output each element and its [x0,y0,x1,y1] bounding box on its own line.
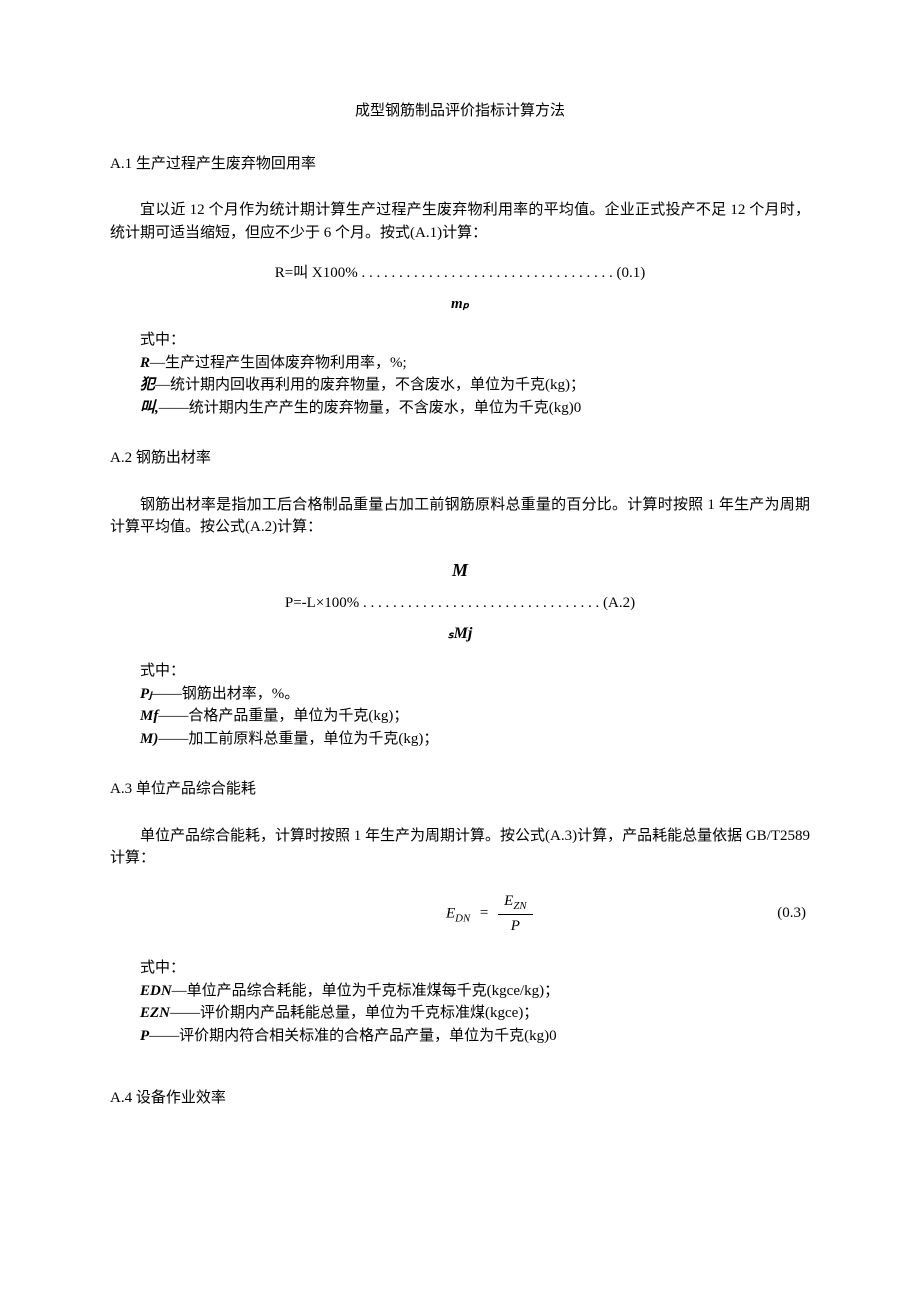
where-symbol: EDN [140,983,172,999]
where-label: 式中： [110,329,810,352]
where-symbol: P [140,1028,149,1044]
section-a1-paragraph: 宜以近 12 个月作为统计期计算生产过程产生废弃物利用率的平均值。企业正式投产不… [110,199,810,244]
where-symbol: 犯 [140,377,155,393]
where-symbol: EZN [140,1005,170,1021]
where-text: ——统计期内生产产生的废弃物量，不含废水，单位为千克(kg)0 [159,400,582,416]
where-item: 叫,——统计期内生产产生的废弃物量，不含废水，单位为千克(kg)0 [110,397,810,420]
where-symbol: R [140,355,150,371]
where-item: R—生产过程产生固体废弃物利用率，%; [110,352,810,375]
where-item: M)——加工前原料总重量，单位为千克(kg)； [110,728,810,751]
where-text: ——评价期内符合相关标准的合格产品产量，单位为千克(kg)0 [149,1028,557,1044]
where-item: EZN——评价期内产品耗能总量，单位为千克标准煤(kgce)； [110,1002,810,1025]
formula-a3-num-sub: ZN [513,900,526,912]
formula-a1-line2: mₚ [110,293,810,316]
formula-a3-lhs: E [446,905,455,921]
formula-a3-lhs-sub: DN [455,912,470,924]
section-a1-where: 式中： R—生产过程产生固体废弃物利用率，%; 犯—统计期内回收再利用的废弃物量… [110,329,810,419]
where-label: 式中： [110,957,810,980]
section-a1-heading: A.1 生产过程产生废弃物回用率 [110,153,810,176]
formula-a3-eq: EDN = EZN P [446,890,533,938]
where-text: ——钢筋出材率，%。 [152,686,300,702]
where-symbol: 叫, [140,400,159,416]
where-item: Mf——合格产品重量，单位为千克(kg)； [110,705,810,728]
section-a2-where: 式中： Pⱼ——钢筋出材率，%。 Mf——合格产品重量，单位为千克(kg)； M… [110,660,810,750]
section-a2-paragraph: 钢筋出材率是指加工后合格制品重量占加工前钢筋原料总重量的百分比。计算时按照 1 … [110,494,810,539]
section-a4-heading: A.4 设备作业效率 [110,1087,810,1110]
where-text: ——评价期内产品耗能总量，单位为千克标准煤(kgce)； [170,1005,538,1021]
where-item: EDN—单位产品综合耗能，单位为千克标准煤每千克(kgce/kg)； [110,980,810,1003]
section-a3-heading: A.3 单位产品综合能耗 [110,778,810,801]
where-text: ——加工前原料总重量，单位为千克(kg)； [158,731,438,747]
page-title: 成型钢筋制品评价指标计算方法 [110,100,810,123]
where-label: 式中： [110,660,810,683]
formula-a2-line1: P=-L×100% . . . . . . . . . . . . . . . … [110,592,810,615]
where-text: —单位产品综合耗能，单位为千克标准煤每千克(kgce/kg)； [172,983,559,999]
section-a3-paragraph: 单位产品综合能耗，计算时按照 1 年生产为周期计算。按公式(A.3)计算，产品耗… [110,825,810,870]
where-text: —生产过程产生固体废弃物利用率，%; [150,355,407,371]
formula-a3: EDN = EZN P (0.3) [110,890,810,938]
section-a3-where: 式中： EDN—单位产品综合耗能，单位为千克标准煤每千克(kgce/kg)； E… [110,957,810,1047]
formula-a2-line2: ₛMj [110,622,810,646]
where-symbol: Pⱼ [140,686,152,702]
where-item: P——评价期内符合相关标准的合格产品产量，单位为千克(kg)0 [110,1025,810,1048]
where-symbol: M) [140,731,158,747]
section-a2-heading: A.2 钢筋出材率 [110,447,810,470]
where-text: —统计期内回收再利用的废弃物量，不含废水，单位为千克(kg)； [155,377,585,393]
where-item: 犯—统计期内回收再利用的废弃物量，不含废水，单位为千克(kg)； [110,374,810,397]
formula-a3-den: P [498,915,532,938]
formula-a2-line0: M [110,557,810,584]
where-text: ——合格产品重量，单位为千克(kg)； [158,708,408,724]
where-symbol: Mf [140,708,158,724]
formula-a1-line1: R=叫 X100% . . . . . . . . . . . . . . . … [110,262,810,285]
formula-a3-number: (0.3) [533,902,810,925]
where-item: Pⱼ——钢筋出材率，%。 [110,683,810,706]
formula-a3-num: E [504,893,513,909]
